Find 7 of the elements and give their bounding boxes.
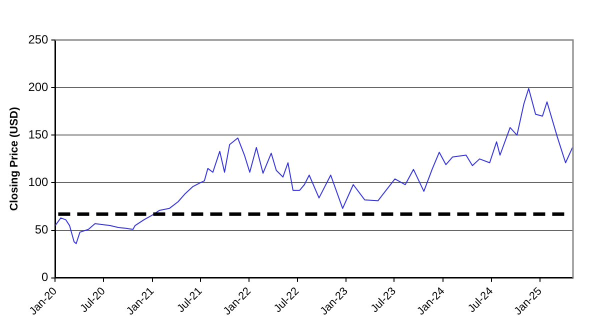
y-tick-label: 150 — [28, 127, 49, 142]
y-tick-label: 0 — [42, 270, 49, 284]
y-tick-label: 50 — [34, 222, 49, 237]
y-axis-title: Closing Price (USD) — [8, 106, 21, 211]
y-tick-label: 250 — [28, 32, 49, 46]
y-tick-label: 200 — [28, 80, 49, 94]
y-tick-label: 100 — [28, 175, 49, 190]
